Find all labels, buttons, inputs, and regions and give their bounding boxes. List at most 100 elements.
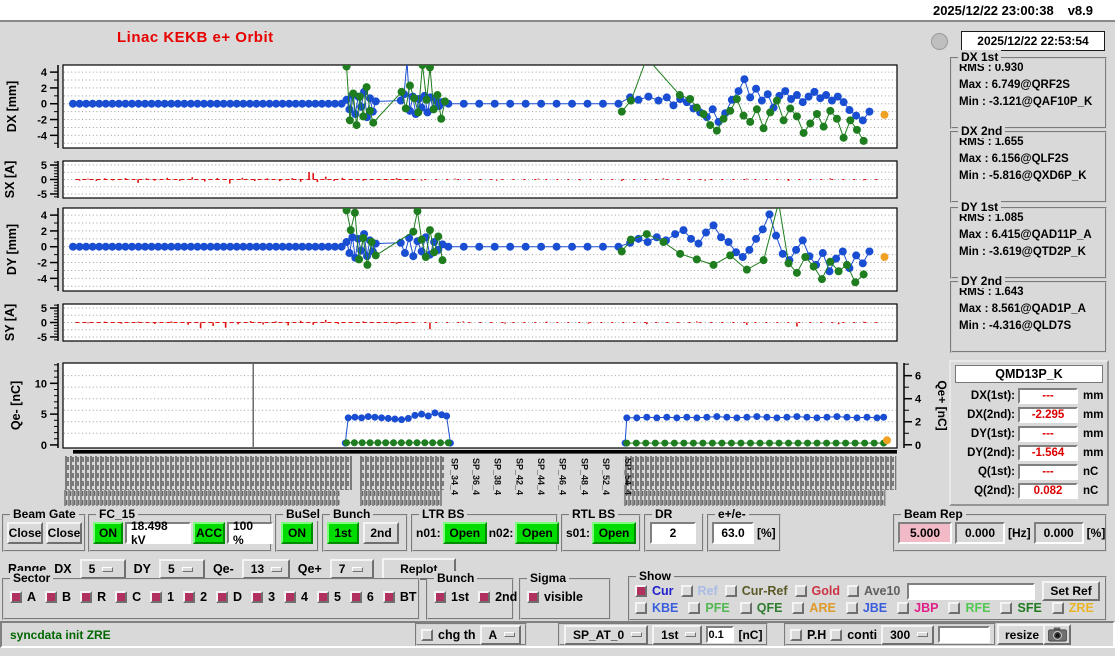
show-zre-checkbox[interactable]: ZRE [1051,601,1094,615]
sigma-visible-checkbox[interactable]: visible [527,590,583,604]
bunch-1st-button[interactable]: 1st [327,522,359,544]
range-dx-menu[interactable]: 5 [79,559,126,579]
beam-rep-title: Beam Rep [901,507,966,521]
threshold-input[interactable] [706,626,735,643]
range-qe--menu[interactable]: 13 [241,559,290,579]
monitor-title: QMD13P_K [955,365,1103,383]
show-pfe-checkbox[interactable]: PFE [688,601,730,615]
stat-group-title: DY 2nd [958,274,1006,288]
ltr-n02-open-button[interactable]: Open [515,522,560,544]
show-sfe-checkbox[interactable]: SFE [1000,601,1042,615]
ph-label: P.H [807,627,827,642]
stat-rms: RMS : 0.930 [959,62,1024,74]
resize-button[interactable]: resize [997,624,1048,645]
show-rfe-checkbox[interactable]: RFE [948,601,990,615]
range-qe--menu[interactable]: 7 [329,559,374,579]
checkbox-indicator [434,591,446,603]
range-dy-label: DY [133,562,151,576]
checkbox-indicator [1000,602,1013,614]
svg-text:SY [A]: SY [A] [3,304,17,341]
stat-max: Max : 6.156@QLF2S [959,153,1069,165]
stat-max: Max : 6.415@QAD11P_A [959,229,1092,241]
monitor-row: DX(1st): --- mm [953,386,1105,405]
show-cur-ref-checkbox[interactable]: Cur-Ref [724,584,788,598]
sector-2-checkbox[interactable]: 2 [183,590,207,604]
snapshot-button[interactable] [1043,624,1071,645]
sector-3-label: 3 [268,590,276,604]
sector-a-checkbox[interactable]: A [10,590,36,604]
beam-gate-close-2-button[interactable]: Close [46,522,82,544]
checkbox-indicator [183,591,196,603]
fc15-acc-button[interactable]: ACC [193,522,225,544]
chg-th-menu[interactable]: A [479,624,522,645]
bunch-2nd-button[interactable]: 2nd [363,522,399,544]
sector-6-checkbox[interactable]: 6 [349,590,374,604]
monitor-row-value: -1.564 [1018,444,1078,461]
chg-th-menu-value: A [488,627,498,642]
range-dy-menu[interactable]: 5 [158,559,205,579]
aux-input[interactable] [938,626,991,643]
show-qfe-checkbox[interactable]: QFE [739,601,782,615]
show-jbp-checkbox[interactable]: JBP [897,601,938,615]
sector-5-checkbox[interactable]: 5 [316,590,341,604]
busel-on-button[interactable]: ON [281,522,313,544]
sector-4-checkbox[interactable]: 4 [284,590,308,604]
fc15-group: FC_15 ON 18.498 kV ACC 100 % [88,507,273,552]
bunch-2nd-checkbox[interactable]: 2nd [478,590,517,604]
checkbox-indicator [635,602,647,614]
svg-text:SP_42_4: SP_42_4 [514,458,524,495]
rtl-bs-group: RTL BS s01: Open [561,507,641,552]
bunch-1st-checkbox[interactable]: 1st [434,590,469,604]
sector-1-checkbox[interactable]: 1 [150,590,174,604]
orbit-plots[interactable]: 4 2 0 -2 -4 DX [mm] 5 0 -5 SX [A] 4 2 0 -2 -4 DY [mm] 5 0… [0,48,948,518]
checkbox-indicator [688,602,701,614]
sector-3-checkbox[interactable]: 3 [251,590,275,604]
show-gold-checkbox[interactable]: Gold [794,584,840,598]
checkbox-indicator [251,591,264,603]
rtl-s01-open-button[interactable]: Open [592,522,637,544]
svg-text:10: 10 [35,378,47,390]
sp-at-menu[interactable]: SP_AT_0 [564,624,649,645]
show-kbe-checkbox[interactable]: KBE [635,601,678,615]
svg-text:0: 0 [41,318,47,330]
menu-value: 5 [88,562,96,576]
set-ref-button[interactable]: Set Ref [1042,581,1100,601]
sector-4-label: 4 [301,590,308,604]
fc15-on-button[interactable]: ON [93,522,123,544]
sector-r-label: R [97,590,107,604]
fc15-percent-value: 100 % [227,519,273,547]
threshold-unit: [nC] [738,627,763,642]
checkbox-indicator [847,585,859,597]
show-cur-checkbox[interactable]: Cur [635,584,674,598]
bunch-check-group: Bunch 1st 2nd [426,571,517,620]
sb-bunch-menu[interactable]: 1st [652,624,703,645]
show-are-checkbox[interactable]: ARE [792,601,836,615]
dr-pulse-value: 2 [650,522,696,544]
ph-checkbox[interactable]: P.H [790,628,826,642]
chg-th-checkbox[interactable]: chg th [421,628,476,642]
sector-b-checkbox[interactable]: B [45,590,71,604]
ltr-n01-open-button[interactable]: Open [442,522,487,544]
ltr-bs-title: LTR BS [419,507,468,521]
show-ref-checkbox[interactable]: Ref [680,584,718,598]
points-menu[interactable]: 300 [881,624,935,645]
status-message: syncdata init ZRE [10,628,111,642]
sector-c-checkbox[interactable]: C [115,590,141,604]
svg-text:2: 2 [41,83,47,95]
show-ave10-checkbox[interactable]: Ave10 [847,584,900,598]
sector-d-checkbox[interactable]: D [216,590,242,604]
sector-bt-checkbox[interactable]: BT [382,590,417,604]
svg-text:0: 0 [41,175,47,187]
beam-gate-close-1-button[interactable]: Close [7,522,43,544]
menu-value: 13 [250,562,265,576]
ref-name-input[interactable] [907,582,1036,600]
range-qe--label: Qe- [212,562,234,576]
menu-indicator [352,566,364,572]
stat-rms: RMS : 1.085 [959,212,1024,224]
svg-text:5: 5 [41,409,47,421]
monitor-row-unit: mm [1083,427,1104,440]
show-jbe-checkbox[interactable]: JBE [845,601,887,615]
sector-r-checkbox[interactable]: R [80,590,106,604]
conti-checkbox[interactable]: conti [830,628,877,642]
svg-text:-4: -4 [37,273,48,285]
